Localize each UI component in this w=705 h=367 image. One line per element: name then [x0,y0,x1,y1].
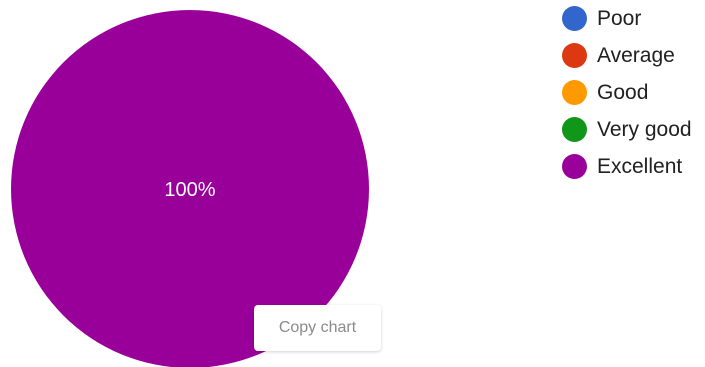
legend-swatch-average [562,43,587,68]
legend-item-good: Good [562,80,692,105]
legend-item-average: Average [562,43,692,68]
legend-label-average: Average [597,44,675,67]
legend-label-excellent: Excellent [597,155,683,178]
pie-slice-excellent [11,10,369,367]
legend: Poor Average Good Very good Excellent [562,6,692,191]
legend-swatch-poor [562,6,587,31]
legend-item-very-good: Very good [562,117,692,142]
copy-chart-button[interactable]: Copy chart [254,305,381,351]
legend-swatch-very-good [562,117,587,142]
legend-item-poor: Poor [562,6,692,31]
legend-label-very-good: Very good [597,118,692,141]
legend-label-good: Good [597,81,649,104]
legend-item-excellent: Excellent [562,154,692,179]
legend-swatch-excellent [562,154,587,179]
pie-slice-label-excellent: 100% [164,179,215,201]
legend-swatch-good [562,80,587,105]
legend-label-poor: Poor [597,7,642,30]
